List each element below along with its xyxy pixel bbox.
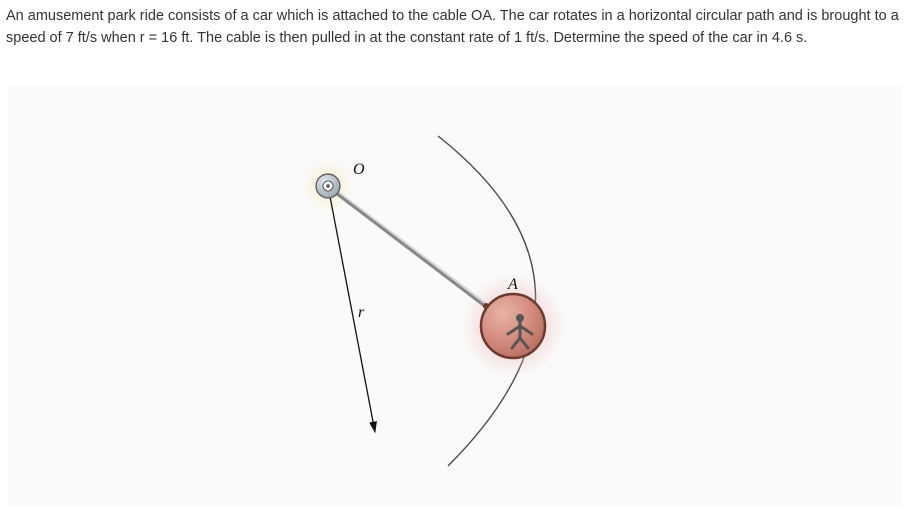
problem-statement: An amusement park ride consists of a car…: [0, 0, 909, 50]
cable-highlight: [328, 185, 486, 304]
cable-main: [328, 187, 486, 307]
problem-text: An amusement park ride consists of a car…: [6, 8, 899, 46]
hub-pin: [326, 184, 330, 188]
diagram-svg: [8, 86, 901, 506]
radial-line: [328, 186, 375, 432]
figure-panel: O A r: [8, 86, 901, 506]
cable-attach-point: [483, 303, 489, 309]
